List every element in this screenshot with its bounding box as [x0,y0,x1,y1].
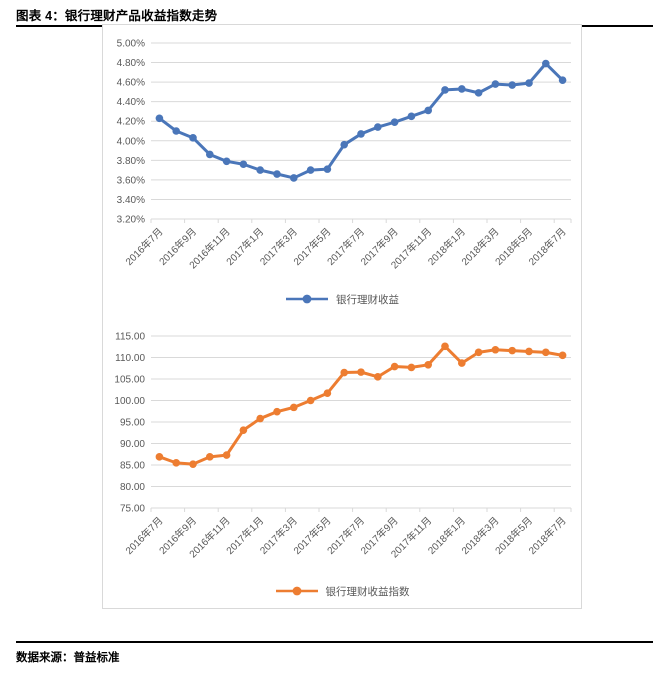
legend-label: 银行理财收益 [336,293,399,306]
y-axis-label: 4.60% [117,78,145,89]
yield-line-chart: 5.00% 4.80% 4.60% 4.40% 4.20% 4.00% 3.80% 3.60%… [117,39,572,271]
data-point [491,345,500,354]
data-point [407,363,416,372]
data-point [558,76,567,84]
data-point [172,459,180,467]
data-point [222,157,231,166]
y-axis-label: 5.00% [117,39,145,50]
data-point [340,140,348,149]
data-point [474,348,483,357]
data-point [508,346,516,355]
data-point [290,403,298,412]
data-point [155,453,164,461]
data-point [172,127,180,135]
data-point [357,368,365,376]
data-point [407,112,416,121]
legend-label: 银行理财收益指数 [325,585,410,598]
data-point [222,451,231,459]
data-point [441,86,449,94]
data-point [458,85,466,93]
data-point [306,396,315,405]
data-point [542,59,550,68]
data-point [458,359,466,367]
y-axis-label: 3.20% [117,215,145,226]
data-point [239,426,248,434]
y-axis-label: 110.00 [115,353,145,364]
data-point [474,89,483,97]
figure-title: 图表 4：银行理财产品收益指数走势 [16,9,218,23]
y-axis-label: 3.80% [117,156,145,167]
data-point [323,165,332,173]
data-point [508,81,516,89]
y-axis-label: 4.20% [117,117,145,128]
y-axis-label: 95.00 [120,418,145,429]
data-point [424,106,433,115]
footer-divider-line [16,641,653,643]
data-point [189,134,197,142]
data-point [155,114,164,123]
data-point [491,80,500,88]
y-axis-label: 85.00 [120,461,145,472]
data-point [189,460,197,468]
data-point [390,118,399,126]
data-source: 数据来源：普益标准 [16,652,120,664]
y-axis-label: 3.40% [117,195,145,206]
y-axis-label: 115.00 [115,332,145,343]
legend-line-marker-icon [286,294,328,304]
data-point [340,368,348,377]
data-point [256,414,264,423]
data-point [525,347,533,356]
data-point [256,166,264,174]
y-axis-label: 105.00 [114,375,145,386]
data-point [441,342,449,351]
yield-chart-legend: 银行理财收益 [103,287,581,311]
series-line [157,344,565,466]
data-point [273,407,281,416]
data-point [374,123,382,131]
y-axis-label: 80.00 [120,482,145,493]
y-axis-label: 4.40% [117,97,145,108]
data-point [206,150,214,159]
y-axis-label: 4.00% [117,136,145,147]
data-point [290,174,298,182]
index-chart-legend: 银行理财收益指数 [103,579,581,603]
y-axis-label: 90.00 [120,439,145,450]
data-point [374,373,382,381]
index-line-chart: 115.00 110.00 105.00 100.00 95.00 90.00 85.00 8… [114,332,572,560]
y-axis-label: 3.60% [117,175,145,186]
legend-line-marker-icon [275,586,318,596]
data-point [323,389,332,397]
data-point [357,130,365,138]
chart-box: 5.00% 4.80% 4.60% 4.40% 4.20% 4.00% 3.80% 3.60%… [102,24,582,609]
data-point [424,361,433,369]
data-point [525,79,533,87]
data-point [239,160,248,169]
y-axis-label: 100.00 [114,396,145,407]
data-point [273,170,281,178]
data-point [558,351,567,360]
data-point [542,348,550,357]
data-point [206,453,214,461]
y-axis-label: 75.00 [120,504,145,515]
data-point [306,166,315,174]
y-axis-label: 4.80% [117,58,145,69]
data-point [390,362,399,371]
